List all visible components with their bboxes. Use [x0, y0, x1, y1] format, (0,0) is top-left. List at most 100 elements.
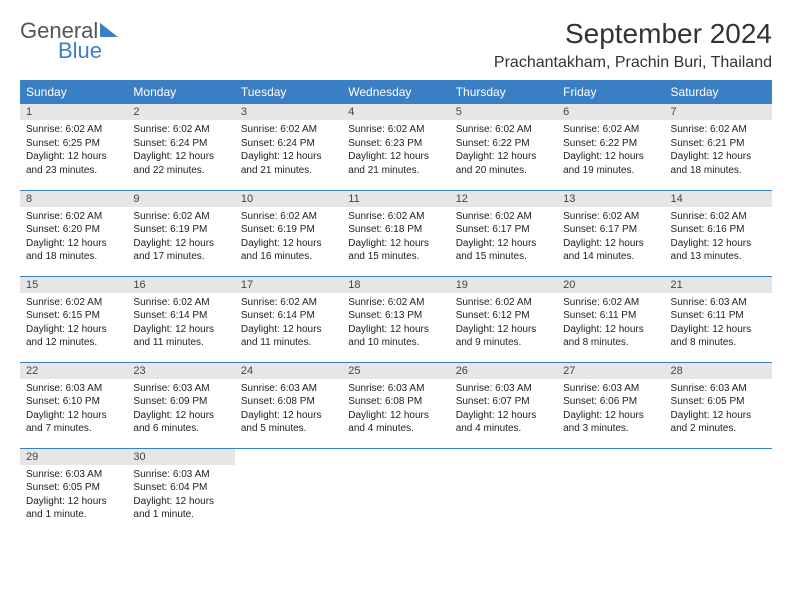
day-number: 16	[127, 277, 234, 293]
day-body: Sunrise: 6:03 AMSunset: 6:11 PMDaylight:…	[665, 293, 772, 354]
calendar-day-cell: 27Sunrise: 6:03 AMSunset: 6:06 PMDayligh…	[557, 362, 664, 448]
day-d1: Daylight: 12 hours	[671, 409, 766, 423]
calendar-day-cell: 2Sunrise: 6:02 AMSunset: 6:24 PMDaylight…	[127, 104, 234, 190]
day-ss: Sunset: 6:15 PM	[26, 309, 121, 323]
day-sr: Sunrise: 6:03 AM	[456, 382, 551, 396]
day-body: Sunrise: 6:02 AMSunset: 6:20 PMDaylight:…	[20, 207, 127, 268]
calendar-day-cell: 26Sunrise: 6:03 AMSunset: 6:07 PMDayligh…	[450, 362, 557, 448]
day-number: 24	[235, 363, 342, 379]
day-body: Sunrise: 6:02 AMSunset: 6:24 PMDaylight:…	[235, 120, 342, 181]
day-ss: Sunset: 6:08 PM	[348, 395, 443, 409]
day-sr: Sunrise: 6:02 AM	[671, 210, 766, 224]
day-number: 9	[127, 191, 234, 207]
day-number: 21	[665, 277, 772, 293]
day-body: Sunrise: 6:02 AMSunset: 6:18 PMDaylight:…	[342, 207, 449, 268]
day-d2: and 4 minutes.	[456, 422, 551, 436]
day-d1: Daylight: 12 hours	[241, 150, 336, 164]
day-number: 27	[557, 363, 664, 379]
day-body: Sunrise: 6:02 AMSunset: 6:11 PMDaylight:…	[557, 293, 664, 354]
day-d2: and 13 minutes.	[671, 250, 766, 264]
day-d1: Daylight: 12 hours	[133, 323, 228, 337]
day-d1: Daylight: 12 hours	[26, 495, 121, 509]
day-number: 12	[450, 191, 557, 207]
day-number: 7	[665, 104, 772, 120]
day-sr: Sunrise: 6:03 AM	[241, 382, 336, 396]
calendar-day-cell: 16Sunrise: 6:02 AMSunset: 6:14 PMDayligh…	[127, 276, 234, 362]
day-d1: Daylight: 12 hours	[133, 237, 228, 251]
day-ss: Sunset: 6:24 PM	[241, 137, 336, 151]
day-number: 17	[235, 277, 342, 293]
day-body: Sunrise: 6:02 AMSunset: 6:23 PMDaylight:…	[342, 120, 449, 181]
day-number: 14	[665, 191, 772, 207]
day-d1: Daylight: 12 hours	[456, 237, 551, 251]
calendar-day-cell: 30Sunrise: 6:03 AMSunset: 6:04 PMDayligh…	[127, 448, 234, 534]
day-sr: Sunrise: 6:03 AM	[671, 296, 766, 310]
day-d2: and 11 minutes.	[133, 336, 228, 350]
day-ss: Sunset: 6:06 PM	[563, 395, 658, 409]
calendar-day-cell: 24Sunrise: 6:03 AMSunset: 6:08 PMDayligh…	[235, 362, 342, 448]
day-ss: Sunset: 6:09 PM	[133, 395, 228, 409]
day-d2: and 3 minutes.	[563, 422, 658, 436]
day-d1: Daylight: 12 hours	[671, 237, 766, 251]
location: Prachantakham, Prachin Buri, Thailand	[494, 54, 772, 72]
day-d2: and 16 minutes.	[241, 250, 336, 264]
day-sr: Sunrise: 6:02 AM	[26, 296, 121, 310]
day-body: Sunrise: 6:02 AMSunset: 6:24 PMDaylight:…	[127, 120, 234, 181]
day-number: 13	[557, 191, 664, 207]
day-d1: Daylight: 12 hours	[563, 237, 658, 251]
day-d2: and 8 minutes.	[563, 336, 658, 350]
day-sr: Sunrise: 6:03 AM	[671, 382, 766, 396]
month-title: September 2024	[494, 18, 772, 50]
day-number: 1	[20, 104, 127, 120]
calendar-header-row: SundayMondayTuesdayWednesdayThursdayFrid…	[20, 80, 772, 104]
calendar-day-cell: 4Sunrise: 6:02 AMSunset: 6:23 PMDaylight…	[342, 104, 449, 190]
day-number: 30	[127, 449, 234, 465]
calendar-week-row: 29Sunrise: 6:03 AMSunset: 6:05 PMDayligh…	[20, 448, 772, 534]
day-ss: Sunset: 6:04 PM	[133, 481, 228, 495]
calendar-day-cell: 12Sunrise: 6:02 AMSunset: 6:17 PMDayligh…	[450, 190, 557, 276]
calendar-day-cell: 5Sunrise: 6:02 AMSunset: 6:22 PMDaylight…	[450, 104, 557, 190]
day-body: Sunrise: 6:03 AMSunset: 6:09 PMDaylight:…	[127, 379, 234, 440]
day-number: 23	[127, 363, 234, 379]
day-d1: Daylight: 12 hours	[26, 409, 121, 423]
day-d2: and 20 minutes.	[456, 164, 551, 178]
day-sr: Sunrise: 6:02 AM	[671, 123, 766, 137]
day-d1: Daylight: 12 hours	[348, 323, 443, 337]
day-body: Sunrise: 6:02 AMSunset: 6:17 PMDaylight:…	[450, 207, 557, 268]
day-body: Sunrise: 6:02 AMSunset: 6:17 PMDaylight:…	[557, 207, 664, 268]
day-ss: Sunset: 6:19 PM	[133, 223, 228, 237]
weekday-header: Thursday	[450, 80, 557, 104]
day-ss: Sunset: 6:19 PM	[241, 223, 336, 237]
day-d2: and 21 minutes.	[241, 164, 336, 178]
day-d1: Daylight: 12 hours	[563, 323, 658, 337]
day-number: 29	[20, 449, 127, 465]
day-sr: Sunrise: 6:03 AM	[26, 382, 121, 396]
day-body: Sunrise: 6:02 AMSunset: 6:22 PMDaylight:…	[557, 120, 664, 181]
day-body: Sunrise: 6:02 AMSunset: 6:13 PMDaylight:…	[342, 293, 449, 354]
day-number: 25	[342, 363, 449, 379]
day-d1: Daylight: 12 hours	[671, 323, 766, 337]
logo: General Blue	[20, 18, 118, 64]
day-ss: Sunset: 6:14 PM	[241, 309, 336, 323]
day-d1: Daylight: 12 hours	[133, 409, 228, 423]
day-d2: and 7 minutes.	[26, 422, 121, 436]
day-d1: Daylight: 12 hours	[241, 323, 336, 337]
calendar-day-cell	[665, 448, 772, 534]
calendar-day-cell: 25Sunrise: 6:03 AMSunset: 6:08 PMDayligh…	[342, 362, 449, 448]
day-d2: and 11 minutes.	[241, 336, 336, 350]
day-d2: and 21 minutes.	[348, 164, 443, 178]
calendar-day-cell: 8Sunrise: 6:02 AMSunset: 6:20 PMDaylight…	[20, 190, 127, 276]
day-number: 2	[127, 104, 234, 120]
day-number: 28	[665, 363, 772, 379]
day-body: Sunrise: 6:03 AMSunset: 6:05 PMDaylight:…	[665, 379, 772, 440]
day-number: 4	[342, 104, 449, 120]
calendar-day-cell	[557, 448, 664, 534]
day-number: 19	[450, 277, 557, 293]
day-sr: Sunrise: 6:02 AM	[456, 296, 551, 310]
day-d2: and 22 minutes.	[133, 164, 228, 178]
day-d2: and 18 minutes.	[26, 250, 121, 264]
day-d1: Daylight: 12 hours	[26, 150, 121, 164]
calendar-day-cell: 13Sunrise: 6:02 AMSunset: 6:17 PMDayligh…	[557, 190, 664, 276]
day-d1: Daylight: 12 hours	[133, 150, 228, 164]
weekday-header: Saturday	[665, 80, 772, 104]
